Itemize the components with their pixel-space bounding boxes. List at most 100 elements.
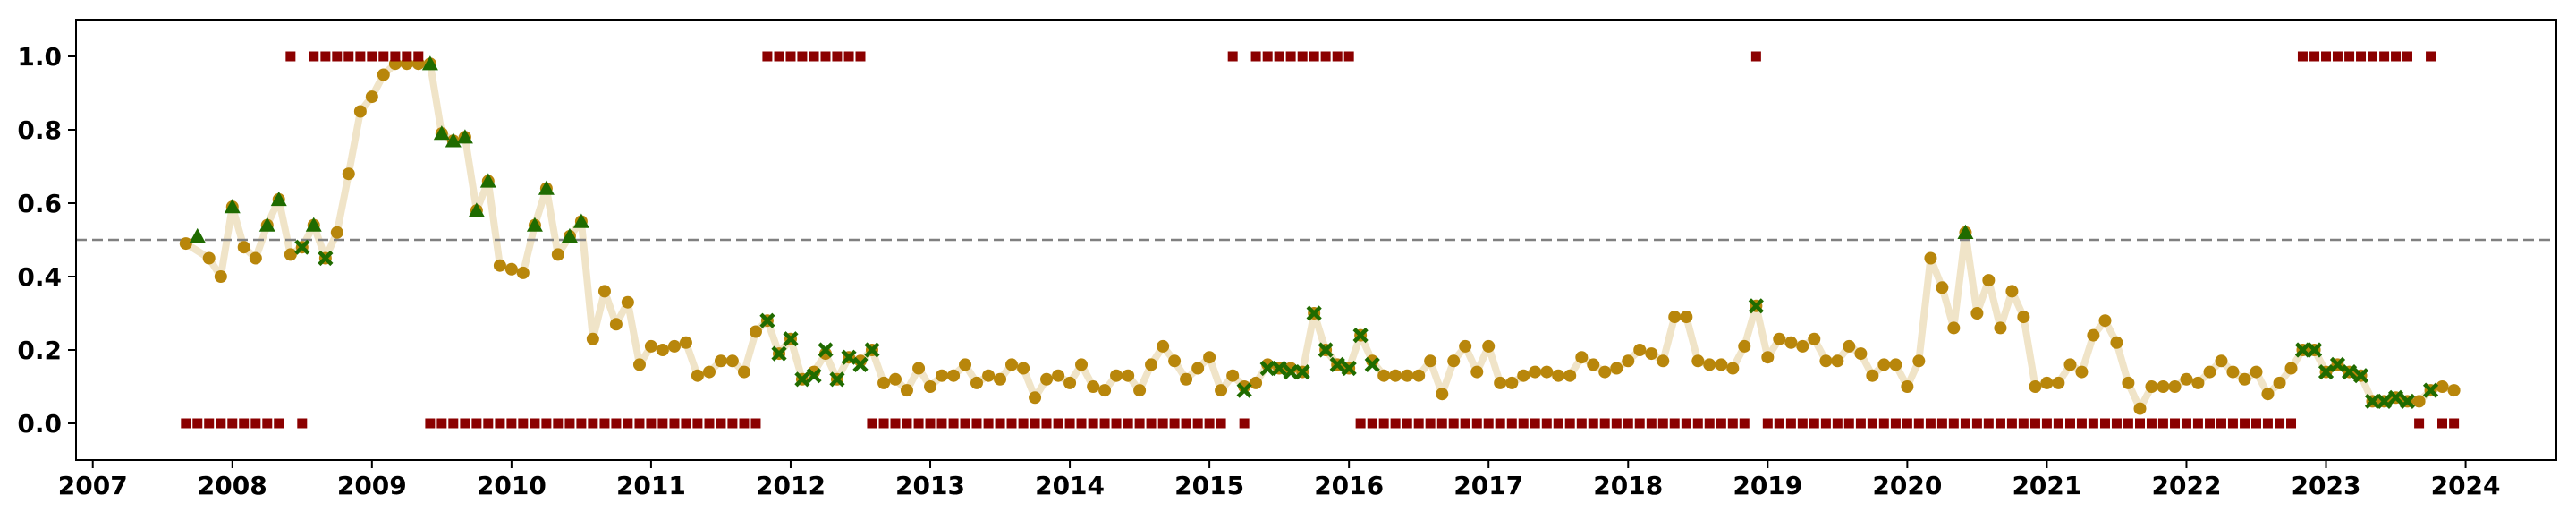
data-point-square [2414, 418, 2425, 429]
data-point-square [1495, 418, 1505, 429]
data-point-circle [1087, 380, 1100, 393]
data-point-square [181, 418, 191, 429]
x-tick-label: 2017 [1453, 471, 1523, 500]
data-point-square [1285, 51, 1296, 62]
data-point-circle [1459, 339, 1472, 353]
data-point-square [1483, 418, 1494, 429]
data-point-cross [2341, 364, 2358, 380]
data-point-square [297, 418, 308, 429]
data-point-circle [1470, 365, 1484, 379]
data-point-square [1250, 51, 1261, 62]
data-point-circle [1552, 369, 1565, 382]
x-tick-label: 2019 [1733, 471, 1802, 500]
data-point-cross [1318, 342, 1334, 358]
data-point-square [2170, 418, 2181, 429]
data-point-circle [202, 251, 216, 265]
data-point-circle [1447, 354, 1461, 368]
data-point-circle [1180, 372, 1193, 386]
data-point-circle [714, 354, 727, 368]
data-point-square [832, 51, 843, 62]
data-point-square [750, 418, 761, 429]
data-point-circle [2215, 354, 2228, 368]
data-point-circle [1436, 388, 1449, 401]
data-point-square [518, 418, 529, 429]
data-point-square [332, 51, 343, 62]
data-point-circle [2168, 380, 2182, 393]
data-point-circle [2005, 285, 2019, 298]
data-point-square [1576, 418, 1587, 429]
data-point-circle [2017, 311, 2030, 324]
data-point-square [1204, 418, 1215, 429]
data-point-cross [2352, 368, 2369, 384]
data-point-cross [852, 356, 869, 372]
data-point-circle [1424, 354, 1437, 368]
x-tick-label: 2007 [58, 471, 128, 500]
data-point-triangle [479, 173, 496, 188]
data-point-circle [1819, 354, 1833, 368]
data-point-square [355, 51, 366, 62]
y-tick-label: 1.0 [17, 42, 62, 72]
data-point-circle [1191, 362, 1205, 375]
data-point-square [762, 51, 773, 62]
data-point-circle [1575, 351, 1589, 364]
data-point-square [216, 418, 226, 429]
data-point-circle [1761, 351, 1775, 364]
data-point-circle [912, 362, 926, 375]
data-point-triangle [456, 129, 473, 144]
data-point-cross [1364, 356, 1380, 372]
data-point-square [1960, 418, 1970, 429]
data-point-triangle [270, 191, 287, 207]
data-point-circle [342, 167, 355, 181]
data-point-square [1530, 418, 1540, 429]
data-point-circle [2412, 395, 2426, 408]
data-point-circle [725, 354, 739, 368]
data-point-square [413, 51, 424, 62]
data-point-circle [1726, 362, 1740, 375]
data-point-square [2205, 418, 2216, 429]
data-point-circle [1633, 344, 1647, 356]
data-point-square [530, 418, 540, 429]
data-point-square [1634, 418, 1645, 429]
data-point-cross [864, 342, 880, 358]
data-point-square [1611, 418, 1622, 429]
data-point-square [2275, 418, 2285, 429]
data-point-circle [284, 248, 297, 261]
data-point-cross [318, 250, 334, 267]
data-point-circle [1901, 380, 1914, 393]
data-point-square [2099, 418, 2110, 429]
data-point-square [2076, 418, 2087, 429]
x-tick-label: 2023 [2292, 471, 2361, 500]
x-tick-label: 2012 [756, 471, 826, 500]
data-point-square [739, 418, 750, 429]
data-point-square [1564, 418, 1575, 429]
data-point-square [1809, 418, 1819, 429]
data-point-triangle [1957, 224, 1974, 239]
data-point-square [1774, 418, 1784, 429]
data-point-circle [1773, 332, 1786, 345]
data-point-square [1425, 418, 1436, 429]
data-point-circle [1738, 339, 1751, 353]
data-point-circle [1540, 365, 1554, 379]
data-point-square [1983, 418, 1994, 429]
data-point-cross [1283, 364, 1299, 380]
data-point-circle [2250, 365, 2263, 379]
data-point-square [1169, 418, 1180, 429]
data-point-square [1192, 418, 1203, 429]
data-point-cross [2376, 393, 2393, 409]
data-point-square [1681, 418, 1691, 429]
data-point-square [1030, 418, 1040, 429]
data-point-square [1925, 418, 1936, 429]
data-point-triangle [433, 125, 450, 141]
data-point-circle [738, 365, 751, 379]
data-point-cross [818, 342, 834, 358]
data-point-circle [2203, 365, 2216, 379]
data-point-cross [294, 239, 310, 255]
data-point-square [902, 418, 912, 429]
data-point-square [1704, 418, 1715, 429]
data-point-circle [1947, 321, 1961, 335]
data-point-square [2250, 418, 2261, 429]
data-point-square [1297, 51, 1308, 62]
data-point-circle [1226, 369, 1240, 382]
plot-frame [75, 19, 2557, 461]
